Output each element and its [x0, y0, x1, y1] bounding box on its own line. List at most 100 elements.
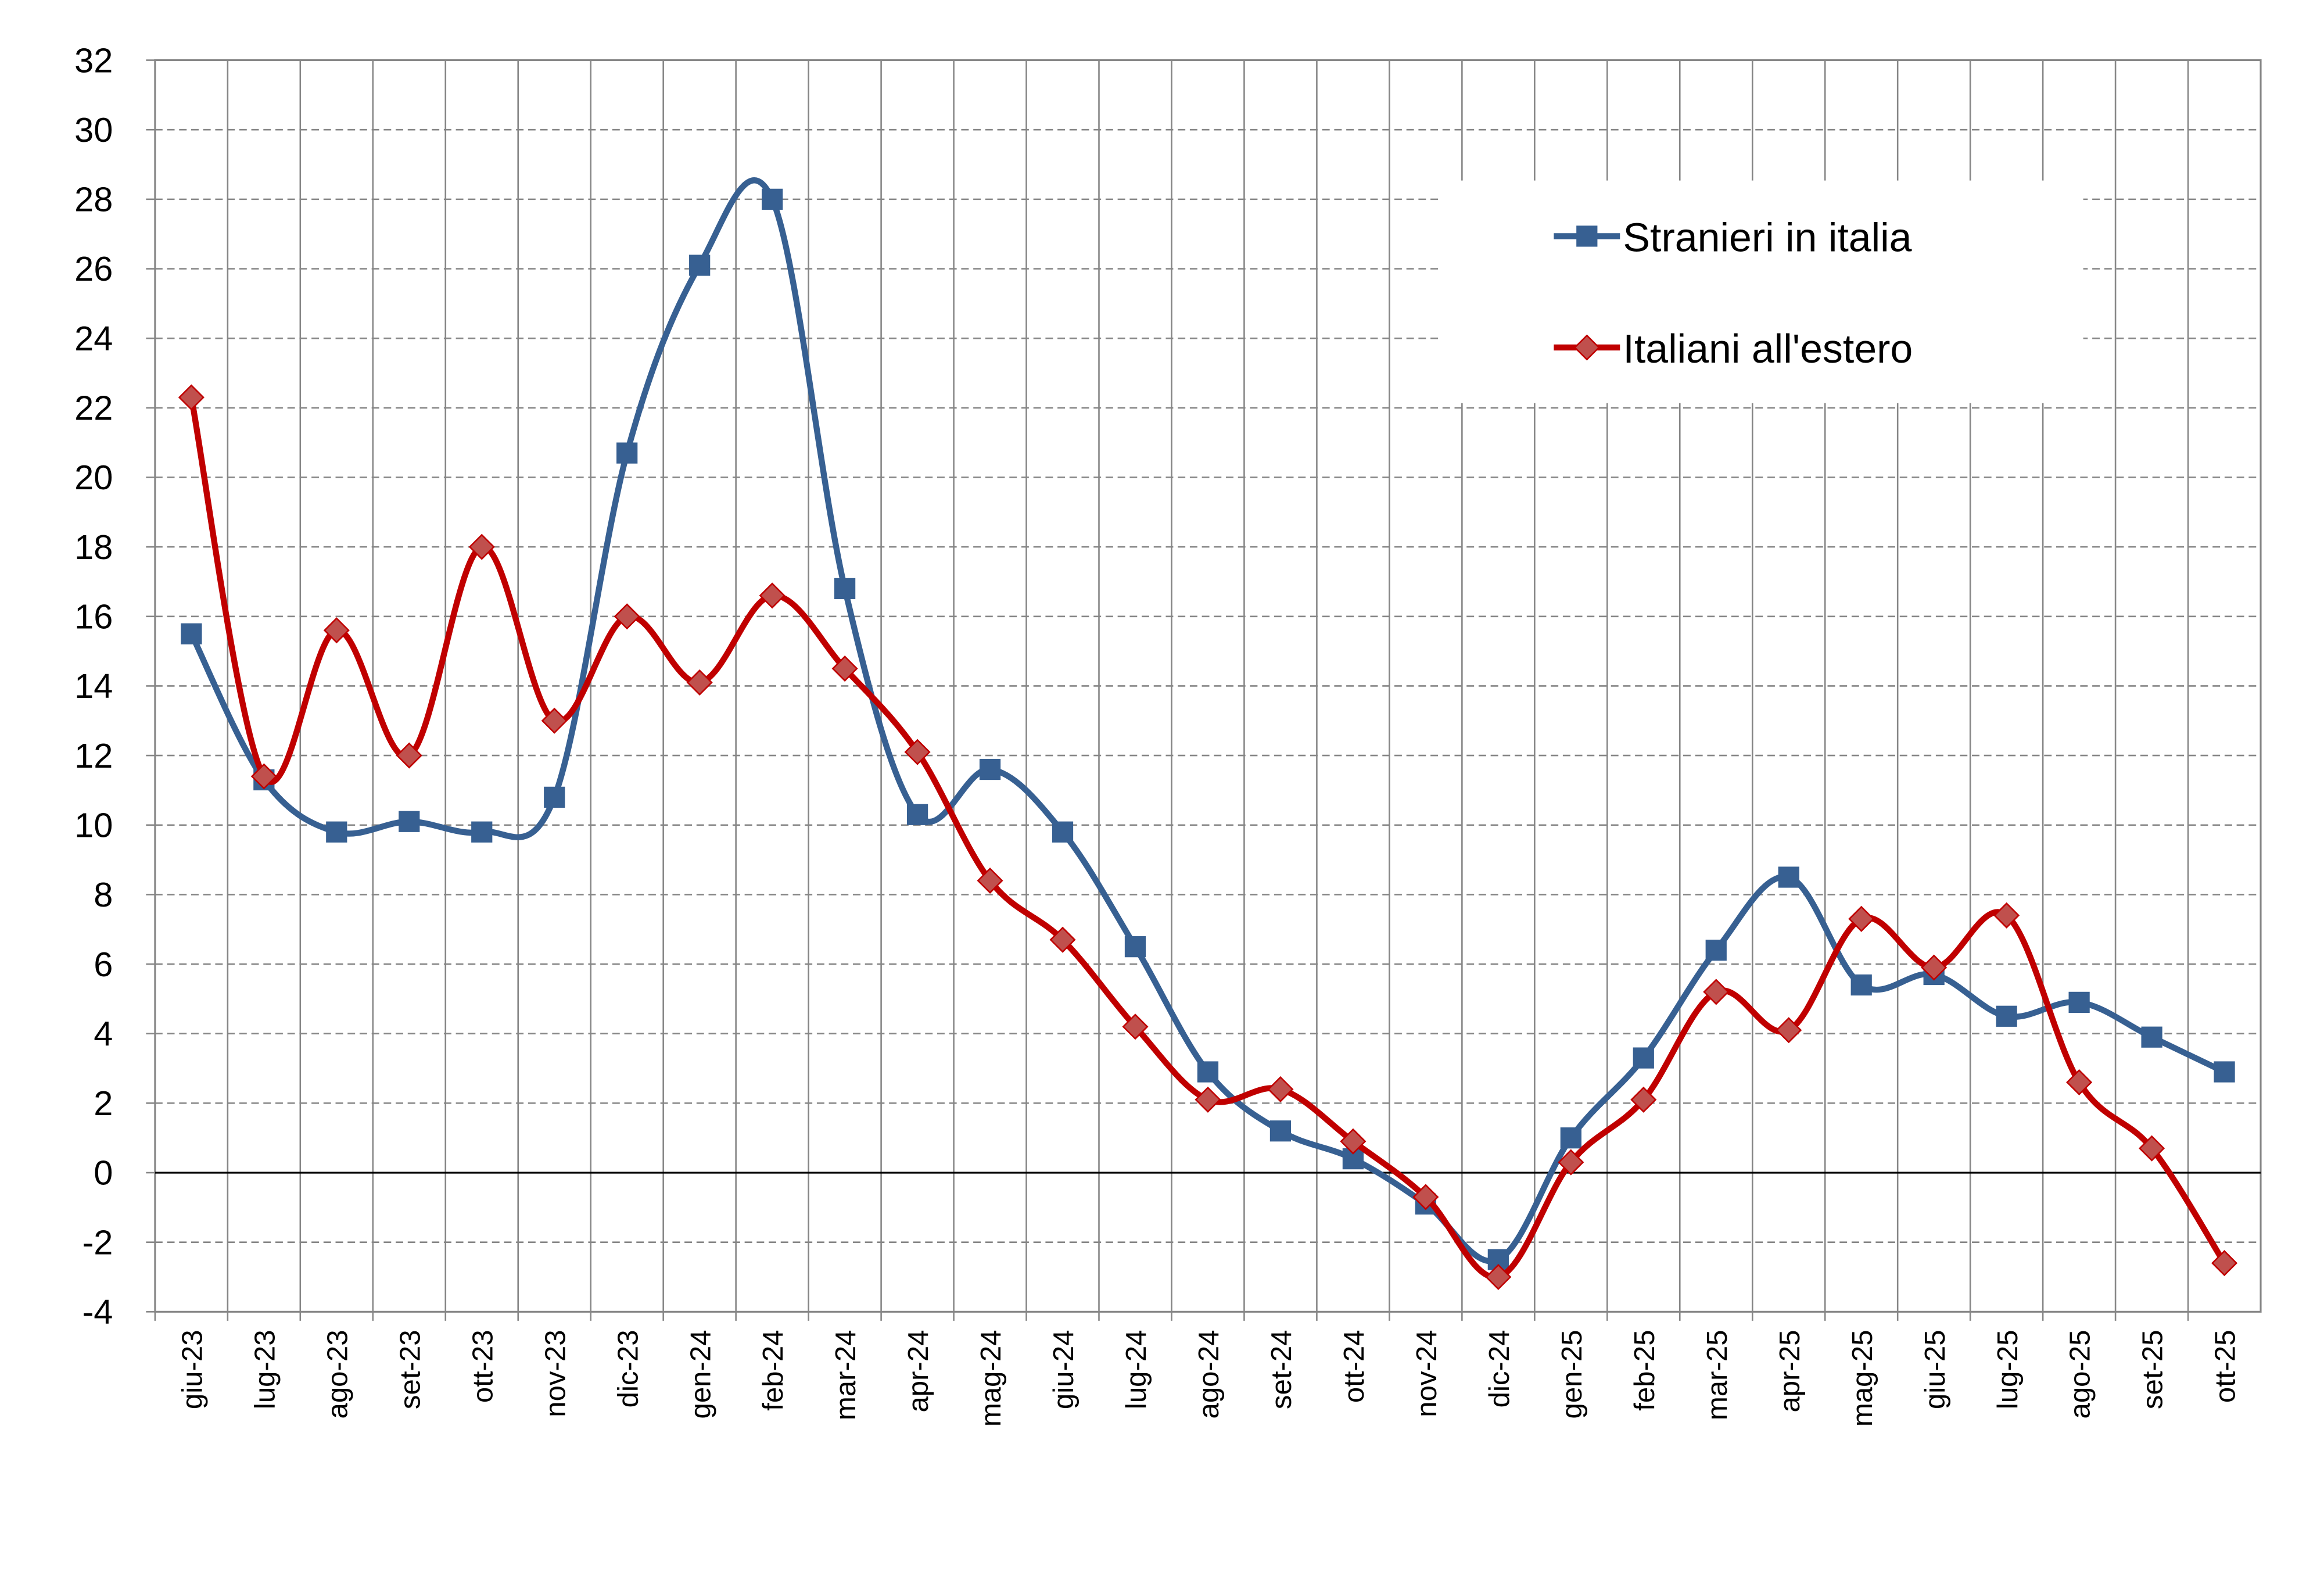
- y-tick-label: -2: [82, 1223, 113, 1262]
- y-tick-label: 18: [74, 528, 113, 567]
- y-tick-label: 8: [94, 875, 113, 914]
- data-point-square: [1705, 940, 1727, 961]
- data-point-diamond: [1921, 954, 1948, 981]
- data-point-square: [544, 786, 565, 808]
- data-point-square: [471, 821, 493, 843]
- data-point-diamond: [1630, 1086, 1657, 1113]
- x-tick-label: set-24: [1265, 1330, 1297, 1409]
- data-point-square: [1778, 866, 1799, 888]
- data-point-square: [1560, 1127, 1581, 1149]
- data-point-square: [2214, 1061, 2235, 1083]
- x-tick-label: ago-23: [321, 1330, 353, 1418]
- data-point-diamond: [323, 617, 350, 644]
- x-tick-label: lug-25: [1992, 1330, 2024, 1409]
- y-tick-label: -4: [82, 1292, 113, 1331]
- data-point-diamond: [1485, 1263, 1512, 1291]
- x-tick-label: giu-25: [1919, 1330, 1951, 1409]
- series-layer: [178, 177, 2238, 1291]
- x-tick-label: set-23: [394, 1330, 426, 1409]
- data-point-diamond: [1122, 1013, 1149, 1040]
- x-axis-ticks: giu-23 lug-23 ago-23 set-23 ott-23 nov-23 dic-…: [154, 1312, 2241, 1427]
- data-point-diamond: [250, 763, 277, 790]
- y-tick-label: 26: [74, 249, 113, 288]
- data-point-diamond: [2066, 1069, 2093, 1096]
- x-tick-label: dic-23: [612, 1330, 644, 1407]
- data-point-square: [762, 188, 783, 210]
- data-point-diamond: [2139, 1135, 2165, 1162]
- x-tick-label: dic-24: [1483, 1330, 1515, 1407]
- legend-label-italiani: Italiani all'estero: [1623, 326, 1913, 371]
- x-tick-label: ott-23: [467, 1330, 498, 1403]
- grid: [154, 59, 2262, 1313]
- x-tick-label: mar-25: [1701, 1330, 1733, 1420]
- legend-diamond-marker-icon: [1573, 334, 1600, 361]
- x-tick-label: apr-25: [1774, 1330, 1806, 1412]
- data-point-diamond: [614, 603, 640, 630]
- y-tick-label: 2: [94, 1084, 113, 1123]
- x-tick-label: ago-25: [2064, 1330, 2096, 1418]
- series-italiani: [178, 384, 2238, 1291]
- data-point-diamond: [977, 867, 1003, 894]
- x-tick-label: feb-25: [1629, 1330, 1660, 1410]
- data-point-diamond: [396, 742, 422, 769]
- data-point-diamond: [1195, 1086, 1221, 1113]
- data-point-diamond: [1558, 1149, 1584, 1176]
- data-point-diamond: [1267, 1076, 1294, 1102]
- y-tick-label: 16: [74, 597, 113, 636]
- y-tick-label: 14: [74, 667, 113, 705]
- data-point-square: [326, 821, 347, 843]
- y-tick-label: 30: [74, 110, 113, 149]
- data-point-diamond: [1848, 905, 1875, 932]
- legend-label-stranieri: Stranieri in italia: [1623, 214, 1911, 260]
- data-point-diamond: [178, 384, 205, 411]
- data-point-square: [689, 255, 711, 276]
- x-tick-label: gen-24: [684, 1330, 716, 1418]
- y-tick-label: 12: [74, 736, 113, 775]
- series-line: [188, 396, 2227, 1281]
- data-point-square: [616, 442, 638, 464]
- x-tick-label: apr-24: [902, 1330, 934, 1412]
- data-point-square: [1052, 821, 1074, 843]
- x-tick-label: mag-25: [1846, 1330, 1878, 1427]
- data-point-square: [2068, 991, 2090, 1013]
- x-tick-label: mag-24: [975, 1330, 1007, 1427]
- y-tick-label: 24: [74, 319, 113, 358]
- data-point-diamond: [1049, 926, 1076, 953]
- x-tick-label: ago-24: [1193, 1330, 1225, 1418]
- data-point-diamond: [1340, 1128, 1367, 1155]
- data-point-square: [181, 623, 202, 644]
- data-point-diamond: [2211, 1250, 2238, 1277]
- data-point-square: [906, 804, 928, 825]
- x-tick-label: giu-23: [176, 1330, 208, 1409]
- legend-background: [1441, 180, 2083, 403]
- x-tick-label: ott-24: [1338, 1330, 1370, 1403]
- data-point-diamond: [541, 707, 568, 734]
- data-point-diamond: [1412, 1184, 1439, 1210]
- y-tick-label: 20: [74, 458, 113, 497]
- data-point-diamond: [468, 533, 495, 560]
- data-point-square: [1124, 936, 1146, 958]
- y-tick-label: 28: [74, 180, 113, 219]
- data-point-square: [1197, 1061, 1219, 1083]
- legend-item-italiani: Italiani all'estero: [1554, 326, 1913, 371]
- data-point-square: [399, 811, 420, 832]
- series-stranieri: [181, 177, 2235, 1270]
- y-tick-label: 6: [94, 945, 113, 984]
- data-point-square: [979, 758, 1001, 780]
- y-tick-label: 10: [74, 805, 113, 844]
- y-tick-label: 0: [94, 1154, 113, 1192]
- data-point-square: [1269, 1120, 1292, 1142]
- data-point-diamond: [904, 739, 931, 765]
- data-point-diamond: [759, 582, 786, 609]
- x-tick-label: set-25: [2137, 1330, 2169, 1409]
- data-point-diamond: [1703, 979, 1730, 1005]
- data-point-square: [1633, 1047, 1654, 1069]
- legend: Stranieri in italia Italiani all'estero: [1441, 180, 2083, 403]
- x-tick-label: nov-24: [1411, 1330, 1443, 1417]
- legend-square-marker-icon: [1576, 225, 1598, 247]
- x-tick-label: nov-23: [539, 1330, 571, 1417]
- data-point-square: [1850, 974, 1872, 996]
